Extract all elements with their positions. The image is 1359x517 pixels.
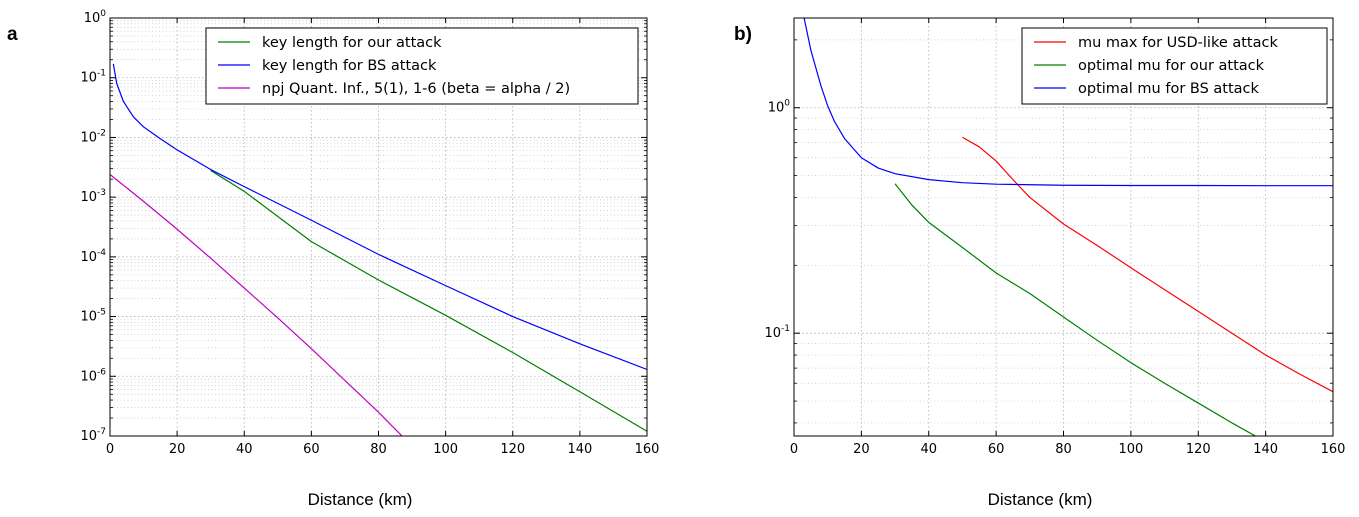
- legend-box: [1021, 27, 1328, 105]
- legend-label-1: key length for our attack: [262, 35, 442, 51]
- y-tick-label: 10-2: [80, 128, 106, 145]
- x-tick-label: 40: [236, 442, 253, 457]
- legend: key length for our attack key length for …: [205, 27, 639, 105]
- legend-label-3: optimal mu for BS attack: [1078, 81, 1260, 97]
- legend-label-2: optimal mu for our attack: [1078, 58, 1265, 74]
- x-tick-label: 0: [106, 442, 114, 457]
- x-tick-label: 100: [433, 442, 458, 457]
- x-tick-label: 120: [500, 442, 525, 457]
- series-line-2: [894, 183, 1257, 436]
- series-line-2: [112, 63, 647, 371]
- chart-panel-a: 0 20 40 60 80 100 120 140 160 10-7 10-6 10-5 10-4 10-…: [80, 9, 659, 509]
- panel-a-label: a: [7, 24, 18, 45]
- series-group: [110, 63, 647, 436]
- panel-b-label: b): [734, 24, 752, 45]
- x-tick-label: 40: [920, 442, 937, 457]
- legend-box: [205, 27, 639, 105]
- x-axis-label: Distance (km): [988, 490, 1093, 509]
- x-tick-label: 0: [790, 442, 798, 457]
- x-tick-label: 100: [1118, 442, 1143, 457]
- y-tick-label: 10-5: [80, 308, 106, 325]
- x-tick-label: 160: [1321, 442, 1346, 457]
- series-line-3: [803, 18, 1333, 187]
- y-tick-label: 10-3: [80, 188, 106, 205]
- legend-label-1: mu max for USD-like attack: [1078, 35, 1278, 51]
- x-tick-label: 20: [853, 442, 870, 457]
- y-tick-label: 10-6: [80, 367, 106, 384]
- y-tick-label: 10-7: [80, 427, 106, 444]
- x-tick-label: 140: [567, 442, 592, 457]
- series-group: [803, 18, 1333, 436]
- y-tick-label: 10-4: [80, 248, 106, 265]
- grid: [794, 18, 1333, 436]
- x-tick-label: 160: [635, 442, 660, 457]
- y-tick-label: 100: [768, 99, 791, 116]
- series-line-1: [962, 136, 1333, 393]
- x-tick-label: 80: [1055, 442, 1072, 457]
- chart-panel-b: 0 20 40 60 80 100 120 140 160 10-1 100 Distance (km…: [764, 17, 1345, 509]
- grid: [110, 18, 647, 436]
- series-line-1: [210, 169, 647, 432]
- axes: 0 20 40 60 80 100 120 140 160 10-7 10-6 10-5 10-4 10-…: [80, 9, 659, 457]
- x-tick-label: 60: [988, 442, 1005, 457]
- y-tick-label: 10-1: [80, 69, 106, 86]
- x-tick-label: 120: [1186, 442, 1211, 457]
- y-tick-label: 10-1: [764, 324, 790, 341]
- legend: mu max for USD-like attack optimal mu for…: [1021, 27, 1328, 105]
- y-tick-label: 100: [84, 9, 107, 26]
- x-axis-label: Distance (km): [308, 490, 413, 509]
- legend-label-3: npj Quant. Inf., 5(1), 1-6 (beta = alpha…: [262, 81, 570, 97]
- legend-label-2: key length for BS attack: [262, 58, 437, 74]
- x-tick-label: 20: [169, 442, 186, 457]
- x-tick-label: 80: [370, 442, 387, 457]
- x-tick-label: 60: [303, 442, 320, 457]
- series-line-3: [110, 173, 403, 436]
- axes: 0 20 40 60 80 100 120 140 160 10-1 100: [764, 18, 1345, 457]
- x-tick-label: 140: [1253, 442, 1278, 457]
